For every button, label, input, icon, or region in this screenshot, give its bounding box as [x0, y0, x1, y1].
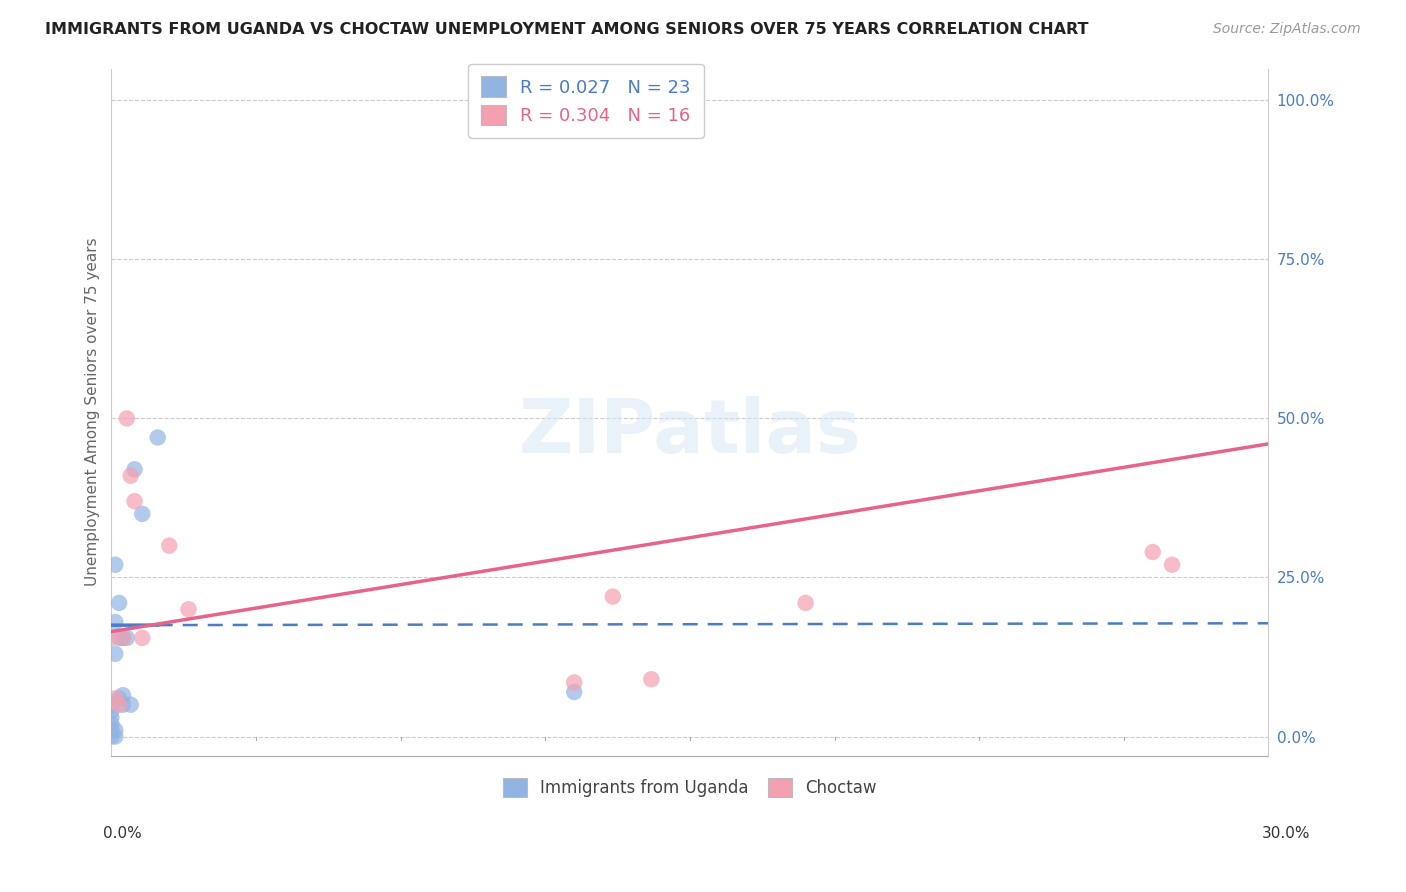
Point — [100, 704, 122, 718]
Point — [100, 730, 122, 744]
Point — [120, 698, 142, 712]
Text: Source: ZipAtlas.com: Source: ZipAtlas.com — [1213, 22, 1361, 37]
Point — [562, 675, 585, 690]
Point — [602, 590, 624, 604]
Text: ZIPatlas: ZIPatlas — [519, 396, 862, 469]
Point — [104, 730, 127, 744]
Point — [1161, 558, 1184, 572]
Point — [131, 631, 153, 645]
Point — [111, 631, 134, 645]
Text: 30.0%: 30.0% — [1263, 827, 1310, 841]
Point — [100, 723, 122, 738]
Point — [794, 596, 817, 610]
Point — [108, 596, 131, 610]
Point — [108, 631, 131, 645]
Point — [108, 691, 131, 706]
Point — [1142, 545, 1164, 559]
Point — [104, 691, 127, 706]
Text: 0.0%: 0.0% — [103, 827, 142, 841]
Point — [115, 411, 138, 425]
Point — [562, 685, 585, 699]
Point — [111, 688, 134, 702]
Point — [131, 507, 153, 521]
Point — [108, 698, 131, 712]
Point — [100, 710, 122, 724]
Point — [124, 494, 146, 508]
Point — [100, 698, 122, 712]
Point — [104, 615, 127, 629]
Point — [111, 631, 134, 645]
Point — [104, 558, 127, 572]
Point — [115, 631, 138, 645]
Point — [111, 698, 134, 712]
Point — [104, 723, 127, 738]
Legend: Immigrants from Uganda, Choctaw: Immigrants from Uganda, Choctaw — [495, 770, 884, 805]
Point — [100, 631, 122, 645]
Point — [157, 539, 180, 553]
Point — [100, 716, 122, 731]
Y-axis label: Unemployment Among Seniors over 75 years: Unemployment Among Seniors over 75 years — [86, 238, 100, 586]
Point — [177, 602, 200, 616]
Point — [640, 672, 662, 686]
Point — [104, 647, 127, 661]
Text: IMMIGRANTS FROM UGANDA VS CHOCTAW UNEMPLOYMENT AMONG SENIORS OVER 75 YEARS CORRE: IMMIGRANTS FROM UGANDA VS CHOCTAW UNEMPL… — [45, 22, 1088, 37]
Point — [146, 430, 169, 444]
Point — [120, 468, 142, 483]
Point — [124, 462, 146, 476]
